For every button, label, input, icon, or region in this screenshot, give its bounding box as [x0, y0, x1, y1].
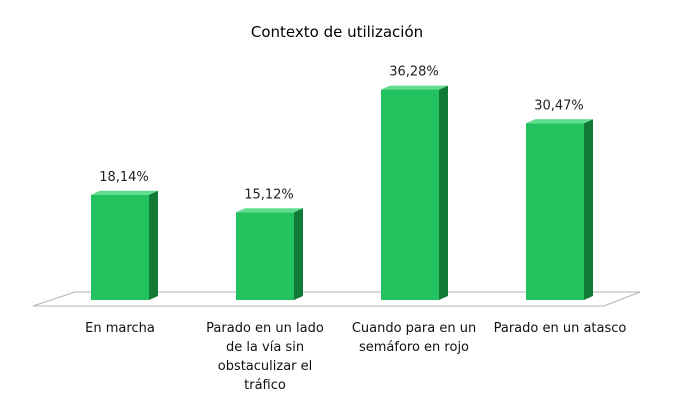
category-label-line: Cuando para en un — [352, 321, 476, 336]
category-label-line: semáforo en rojo — [359, 340, 469, 355]
chart-title: Contexto de utilización — [251, 23, 423, 41]
category-label-line: Parado en un atasco — [494, 321, 627, 336]
bar-top-3 — [526, 119, 593, 124]
bar-side-0 — [149, 190, 158, 300]
data-label-0: 18,14% — [99, 170, 149, 185]
chart-floor — [32, 291, 641, 307]
category-label-line: obstaculizar el — [218, 359, 313, 374]
bars-group — [91, 85, 593, 301]
data-label-2: 36,28% — [389, 65, 439, 80]
category-label-line: de la vía sin — [226, 340, 304, 355]
bar-top-1 — [236, 208, 303, 213]
labels-group: 18,14% En marcha 15,12% Parado en un lado de… — [85, 65, 626, 393]
category-label-0: En marcha — [85, 321, 155, 336]
bar-2 — [381, 89, 439, 301]
category-label-3: Parado en un atasco — [494, 321, 627, 336]
bar-3 — [526, 123, 584, 300]
category-label-2: Cuando para en un semáforo en rojo — [352, 321, 476, 355]
category-label-line: En marcha — [85, 321, 155, 336]
bar-top-2 — [381, 85, 448, 90]
bar-top-0 — [91, 190, 158, 195]
bar-0 — [91, 194, 149, 300]
data-label-3: 30,47% — [534, 98, 584, 113]
bar-1 — [236, 212, 294, 300]
data-label-1: 15,12% — [244, 187, 294, 202]
category-label-1: Parado en un lado de la vía sin obstaculiz… — [206, 321, 324, 393]
bar-side-2 — [439, 85, 448, 301]
bar-side-1 — [294, 208, 303, 300]
category-label-line: Parado en un lado — [206, 321, 324, 336]
category-label-line: tráfico — [244, 378, 286, 393]
bar-side-3 — [584, 119, 593, 300]
